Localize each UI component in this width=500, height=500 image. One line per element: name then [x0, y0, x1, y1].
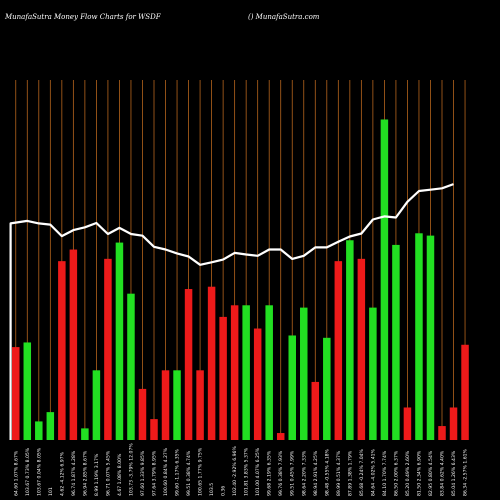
x-tick-label: 103.73 -3.79% 12.07%	[128, 443, 134, 496]
x-tick-label: 96.74 1.87% 4.28%	[71, 450, 77, 496]
money-flow-bar	[196, 370, 204, 440]
money-flow-bar	[230, 305, 239, 440]
x-tick-label: 99.60 -1.17% 6.35%	[175, 448, 181, 496]
x-tick-label: 103.67 0.04% 8.05%	[36, 447, 42, 496]
x-tick-label: 98.48 -0.55% 4.18%	[324, 448, 330, 496]
x-tick-label: 97.64 3.79% 8.95%	[152, 450, 158, 496]
x-tick-label: 84.10 1.70% 7.74%	[382, 450, 388, 496]
money-flow-bar	[92, 370, 101, 440]
money-flow-bar	[115, 242, 124, 440]
money-flow-bar	[184, 289, 193, 440]
x-tick-label: 97.60 1.33% 9.85%	[140, 450, 146, 496]
money-flow-bar	[276, 433, 285, 440]
money-flow-bar	[415, 233, 423, 440]
money-flow-bar	[253, 328, 262, 440]
x-tick-label: 4.67 1.08% 8.00%	[117, 453, 123, 496]
money-flow-bar	[173, 370, 181, 440]
money-flow-bar	[219, 316, 227, 440]
money-flow-bar	[127, 293, 135, 440]
money-flow-bar	[242, 305, 250, 440]
x-axis-labels: 64.60 1.07% 8.67% 103.67 0.73% 8.05% 103.6…	[13, 443, 468, 496]
x-tick-label: 89.99 0.51% 4.37%	[336, 450, 342, 496]
money-flow-bar	[288, 335, 296, 440]
x-tick-label: 82.95 0.80% 4.54%	[428, 450, 434, 496]
x-tick-label: 98.64 2.20% 7.33%	[301, 450, 307, 496]
money-flow-bar	[81, 428, 89, 440]
money-flow-bar	[23, 342, 32, 440]
money-flow-bar	[138, 388, 147, 440]
x-tick-label: 4.62 -4.12% 6.97%	[59, 451, 65, 496]
x-tick-label: 99.51 0.38% 4.74%	[186, 450, 192, 496]
x-tick-label: 101.81 3.83% 5.37%	[244, 447, 250, 496]
money-flow-bar	[323, 337, 331, 440]
price-line-group	[9, 183, 454, 440]
x-tick-label: 0.36	[221, 486, 227, 496]
x-tick-label: 86.50 2.00% 6.37%	[393, 450, 399, 496]
x-tick-label: 99.76 0.38% 7.93%	[278, 450, 284, 496]
x-tick-label: 96.71 0.07% 5.45%	[105, 450, 111, 496]
x-tick-label: 81.50 2.34% 6.90%	[416, 450, 422, 496]
money-flow-bar	[46, 412, 55, 440]
money-flow-bar	[58, 261, 66, 440]
x-tick-label: 100.60 0.84% 4.27%	[163, 447, 169, 496]
money-flow-bar	[311, 381, 320, 440]
money-flow-bars	[12, 119, 469, 440]
x-tick-label: 87.89 1.38% 1.79%	[347, 450, 353, 496]
x-tick-label: 99.68 2.19% 6.35%	[267, 450, 273, 496]
money-flow-bar	[380, 119, 389, 440]
x-tick-label: 101	[48, 487, 54, 496]
x-tick-label: 85.68 -0.24% 7.04%	[359, 448, 365, 496]
money-flow-bar	[161, 370, 170, 440]
money-flow-bar	[300, 307, 308, 440]
x-tick-label: 96.94 2.85% 8.67%	[82, 450, 88, 496]
chart-title: MunafaSutra Money Flow Charts for WSDF	[5, 13, 161, 21]
money-flow-bar	[69, 249, 78, 440]
money-flow-bar	[12, 347, 20, 440]
money-flow-bar	[207, 286, 216, 440]
x-tick-label: 102.40 -2.92% 6.96%	[232, 446, 238, 496]
x-tick-label: 84.64 -4.02% 5.41%	[370, 448, 376, 496]
x-tick-label: 103.67 0.73% 8.05%	[25, 447, 31, 496]
x-tick-label: 85.20 0.49% 2.60%	[405, 450, 411, 496]
x-tick-label: 103.5	[209, 483, 215, 496]
gridlines	[15, 80, 466, 440]
x-tick-label: 98.94 2.91% 4.25%	[313, 450, 319, 496]
x-tick-label: 101.00 4.07% 6.25%	[255, 447, 261, 496]
x-tick-label: 64.60 1.07% 8.67%	[13, 450, 19, 496]
money-flow-bar	[357, 258, 366, 440]
money-flow-bar	[392, 244, 400, 440]
money-flow-bar	[346, 240, 354, 440]
money-flow-bar	[449, 407, 458, 440]
x-tick-label: 85.04 1.26% 6.43%	[451, 450, 457, 496]
x-tick-label: 83.84 0.62% 4.40%	[440, 450, 446, 496]
site-credit: () MunafaSutra.com	[248, 13, 320, 21]
money-flow-bar	[426, 235, 435, 440]
x-tick-label: 86.34 -2.57% 1.61%	[463, 448, 469, 496]
money-flow-bar	[35, 421, 43, 440]
money-flow-bar	[150, 419, 158, 440]
money-flow-bar	[438, 426, 446, 440]
money-flow-bar	[265, 305, 273, 440]
x-tick-label: 8.99 1.19% 3.17%	[94, 453, 100, 496]
x-tick-label: 99.51 0.45% 7.99%	[290, 450, 296, 496]
money-flow-bar	[369, 307, 377, 440]
x-tick-label: 100.65 1.77% 9.75%	[198, 447, 204, 496]
money-flow-bar	[334, 261, 343, 440]
money-flow-bar	[104, 258, 112, 440]
money-flow-bar	[403, 407, 412, 440]
money-flow-bar	[461, 344, 469, 440]
price-line	[9, 183, 454, 440]
